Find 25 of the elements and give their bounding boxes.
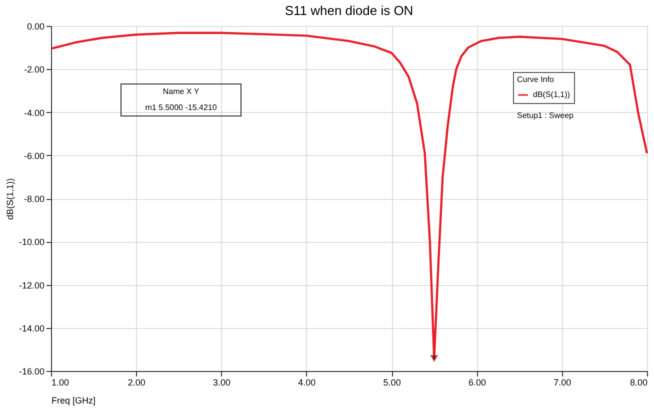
x-tick-label: 6.00: [468, 378, 486, 388]
annotation: m1 5.5000 -15.4210: [145, 103, 218, 112]
legend-title: Curve Info: [517, 75, 554, 84]
y-tick-label: 0.00: [26, 22, 44, 32]
chart-title: S11 when diode is ON: [284, 3, 414, 18]
y-tick-label: -8.00: [24, 194, 44, 204]
y-tick-label: -14.00: [18, 323, 44, 334]
annotation: Setup1 : Sweep: [517, 111, 574, 120]
y-tick-label: -6.00: [24, 150, 44, 161]
y-tick-label: -2.00: [24, 64, 44, 75]
x-tick-label: 3.00: [213, 378, 231, 388]
legend-label: dB(S(1,1)): [533, 90, 570, 99]
y-tick-label: -10.00: [18, 237, 44, 248]
y-tick-label: -12.00: [18, 280, 44, 290]
x-tick-label: 5.00: [383, 378, 401, 388]
x-tick-label: 1.00: [52, 378, 70, 388]
y-axis-title: dB(S(1,1)): [4, 178, 15, 220]
y-tick-label: -4.00: [24, 108, 44, 118]
x-tick-label: 4.00: [298, 378, 316, 388]
annotation: Name X Y: [162, 87, 200, 96]
y-tick-label: -16.00: [18, 366, 44, 376]
x-axis-title: Freq [GHz]: [52, 396, 96, 406]
x-tick-label: 7.00: [554, 378, 572, 388]
x-tick-label: 8.00: [630, 378, 648, 388]
x-tick-label: 2.00: [128, 378, 146, 388]
